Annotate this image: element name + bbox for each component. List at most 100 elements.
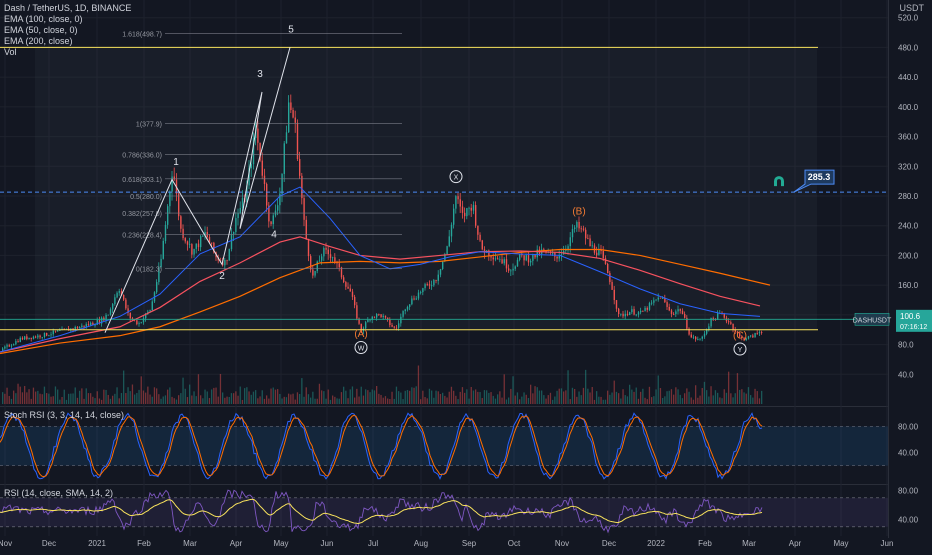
candle-body [263,175,266,184]
candle-body [596,252,598,256]
volume-bar [296,392,299,404]
volume-bar [582,387,585,404]
volume-bar [94,398,96,404]
time-tick-label: Nov [555,539,569,548]
volume-bar [70,393,72,404]
volume-bar [24,386,26,404]
volume-bar [316,398,318,404]
volume-bar [490,392,492,404]
stoch-rsi-legend[interactable]: Stoch RSI (3, 3, 14, 14, close) [4,410,125,420]
candle-body [651,302,653,304]
volume-bar [30,398,32,404]
impulse-wave-path [104,47,291,333]
volume-bar [426,398,428,404]
volume-bar [15,393,17,404]
candle-body [598,249,600,256]
volume-bar [697,397,699,404]
candle-body [136,320,138,325]
price-tick-label: 160.0 [898,281,919,290]
volume-bar [228,396,230,404]
candle-body [195,243,197,249]
volume-bar [239,386,241,404]
candle-body [488,250,490,257]
volume-bar [754,388,756,404]
volume-bar [127,387,129,404]
candle-body [310,256,312,270]
candle-body [189,244,191,245]
candle-body [585,229,587,239]
candle-body [490,256,492,258]
legend-ema100[interactable]: EMA (100, close, 0) [4,14,83,24]
candle-body [343,277,345,283]
volume-bar [486,390,488,404]
volume-bar [184,388,186,404]
rsi-legend[interactable]: RSI (14, close, SMA, 14, 2) [4,488,114,498]
candle-body [402,311,404,317]
volume-bar [589,392,591,404]
volume-bar [501,397,503,404]
volume-bar [424,397,426,404]
rsi-tick-label: 80.00 [898,487,919,496]
legend-ema50[interactable]: EMA (50, close, 0) [4,25,78,35]
candle-body [756,333,758,334]
volume-bar [277,389,279,404]
volume-bar [472,390,475,404]
volume-bar [202,398,204,404]
candle-body [761,332,763,333]
volume-bar [285,397,288,404]
candle-body [87,324,90,326]
candle-body [571,228,574,238]
candle-body [589,238,591,247]
volume-bar [28,389,30,404]
price-tick-label: 40.0 [898,370,914,379]
candle-body [417,292,420,299]
legend-symbol[interactable]: Dash / TetherUS, 1D, BINANCE [4,3,132,13]
wave-circle [354,341,368,355]
volume-bar [446,397,448,404]
candle-body [15,341,17,345]
volume-bar [642,388,644,404]
volume-bar [158,394,160,404]
volume-bar [611,392,613,404]
volume-bar [288,393,290,404]
candle-body [114,297,116,305]
volume-bar [193,391,195,404]
candle-body [578,221,580,229]
candle-body [758,332,761,334]
candle-body [743,337,745,340]
volume-bar [684,393,686,404]
volume-bar [453,390,455,404]
volume-bar [692,399,695,404]
time-tick-label: Jun [321,539,334,548]
volume-bar [563,391,565,404]
candle-body [622,313,624,317]
wave-label: 4 [271,230,277,241]
volume-bar [725,392,728,404]
legend-ema200[interactable]: EMA (200, close) [4,36,73,46]
candle-body [382,315,384,317]
candle-body [351,291,354,297]
volume-bar [222,392,224,404]
candle-body [380,314,382,317]
volume-bar [468,398,470,404]
volume-bar [153,387,156,404]
volume-bar [334,396,336,404]
volume-bar [329,399,332,404]
volume-bar [4,393,6,404]
legend-volume[interactable]: Vol [4,47,17,57]
volume-bar [281,398,283,404]
candle-body [8,345,10,347]
volume-bar [657,375,659,404]
volume-bar [252,391,255,404]
candle-body [615,300,618,309]
candle-body [618,308,620,315]
candle-body [730,322,732,324]
candle-body [446,246,448,255]
candle-body [543,249,545,251]
candle-body [171,176,173,192]
candle-body [301,175,303,199]
candle-body [475,205,477,226]
volume-bar [662,397,664,404]
